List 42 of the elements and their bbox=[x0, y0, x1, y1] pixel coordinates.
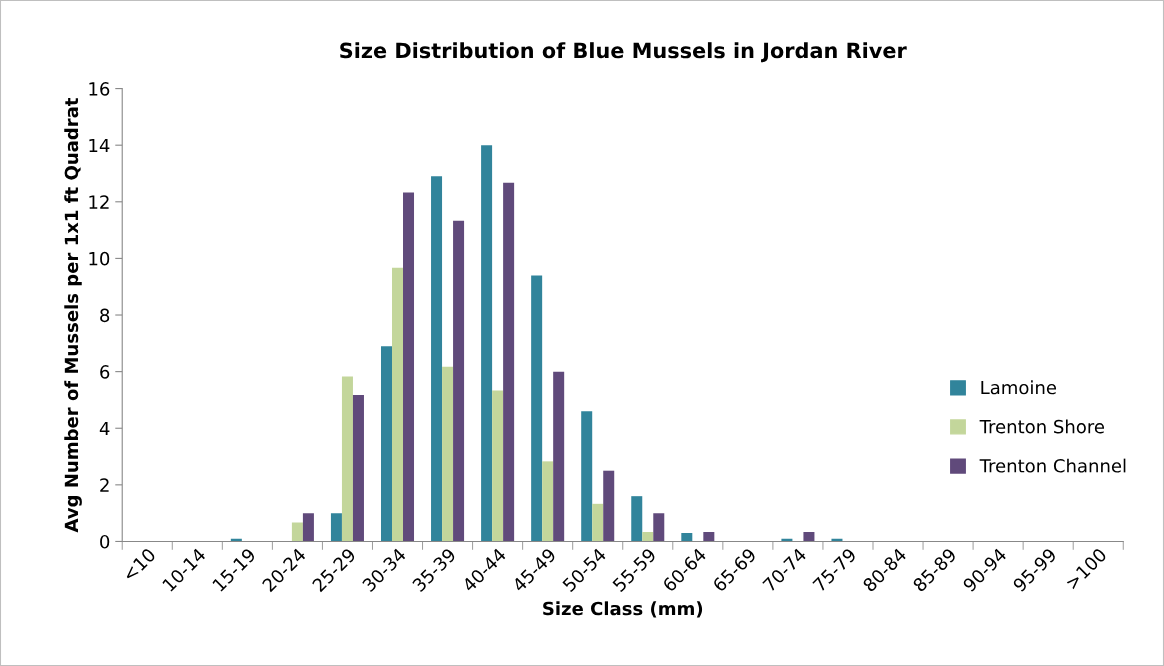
bar bbox=[330, 513, 342, 542]
bar bbox=[431, 176, 443, 542]
legend-label: Trenton Channel bbox=[979, 458, 1126, 473]
bar bbox=[352, 395, 364, 542]
bar bbox=[642, 532, 654, 542]
y-tick-label: 0 bbox=[100, 534, 110, 549]
y-tick-label: 6 bbox=[100, 365, 110, 379]
bar bbox=[542, 461, 554, 542]
bar bbox=[453, 220, 465, 542]
bar bbox=[341, 376, 353, 542]
bar bbox=[581, 411, 593, 542]
y-tick-label: 16 bbox=[89, 82, 110, 96]
bar bbox=[492, 390, 504, 542]
bar bbox=[703, 532, 715, 542]
bar bbox=[503, 182, 515, 542]
y-tick-label: 2 bbox=[100, 478, 109, 492]
bar bbox=[653, 513, 665, 542]
bar bbox=[803, 532, 815, 542]
legend-label: Lamoine bbox=[981, 380, 1057, 395]
chart-title: Size Distribution of Blue Mussels in Jordan River bbox=[340, 42, 907, 63]
bar bbox=[291, 522, 303, 542]
bar bbox=[553, 371, 565, 542]
y-axis-title: Avg Number of Mussels per 1x1 ft Quadrat bbox=[64, 97, 82, 533]
bar bbox=[592, 503, 604, 542]
y-tick-label: 12 bbox=[89, 195, 109, 209]
y-tick-label: 10 bbox=[89, 251, 110, 266]
bar bbox=[442, 366, 454, 542]
bar bbox=[481, 145, 493, 542]
y-tick-label: 8 bbox=[100, 308, 110, 323]
legend-label: Trenton Shore bbox=[979, 419, 1105, 434]
bar bbox=[392, 267, 404, 542]
x-tick-label: <10 bbox=[121, 547, 157, 582]
bar bbox=[531, 275, 543, 542]
bar bbox=[302, 513, 314, 542]
bar bbox=[603, 470, 615, 542]
x-axis-title: Size Class (mm) bbox=[543, 601, 703, 618]
y-tick-label: 14 bbox=[89, 138, 110, 153]
bar bbox=[380, 346, 392, 542]
bar bbox=[631, 496, 643, 542]
y-tick-label: 4 bbox=[99, 421, 110, 436]
bar bbox=[681, 532, 693, 542]
bar bbox=[403, 192, 415, 542]
